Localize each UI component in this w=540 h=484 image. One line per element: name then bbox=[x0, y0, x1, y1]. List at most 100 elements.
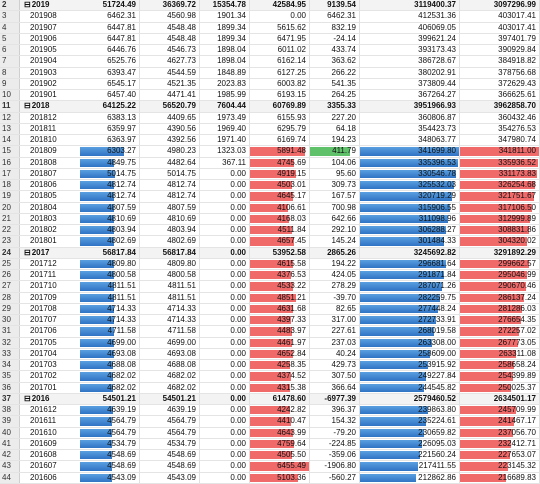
value-cell-col1[interactable]: 4810.69 bbox=[140, 213, 200, 224]
group-label[interactable]: ⊟2018 bbox=[22, 101, 80, 111]
value-cell-col0[interactable]: 6446.76 bbox=[80, 45, 140, 56]
value-cell-col3[interactable]: 60769.89 bbox=[250, 101, 310, 112]
value-cell-col2[interactable]: 15354.78 bbox=[200, 0, 250, 11]
value-cell-col0[interactable]: 6545.17 bbox=[80, 78, 140, 89]
value-cell-col2[interactable]: 0.00 bbox=[200, 202, 250, 213]
value-cell-col0[interactable]: 4682.02 bbox=[80, 371, 140, 382]
group-row[interactable]: 11 ⊟2018 64125.22 56520.79 7604.44 60769.89 33… bbox=[0, 101, 540, 113]
value-cell-col3[interactable]: 4258.35 bbox=[250, 360, 310, 371]
value-cell-col0[interactable]: 4534.79 bbox=[80, 438, 140, 449]
value-cell-col4[interactable]: 292.10 bbox=[310, 225, 360, 236]
value-cell-col1[interactable]: 4714.33 bbox=[140, 315, 200, 326]
table-row[interactable]: 3 201908 6462.31 4560.98 1901.34 0.00 6462.31 4… bbox=[0, 11, 540, 23]
group-label[interactable]: ⊟2019 bbox=[22, 0, 80, 10]
value-cell-col4[interactable]: 194.22 bbox=[310, 258, 360, 269]
table-row[interactable]: 6 201905 6446.76 4546.73 1898.04 6011.02 433.7… bbox=[0, 45, 540, 57]
value-cell-col6[interactable]: 384918.82 bbox=[460, 56, 540, 67]
collapse-toggle-icon[interactable]: ⊟ bbox=[24, 0, 31, 9]
value-cell-col6[interactable]: 326254.68 bbox=[460, 180, 540, 191]
table-row[interactable]: 7 201904 6525.76 4627.73 1898.04 6162.14 363.6… bbox=[0, 56, 540, 68]
value-cell-col4[interactable]: 278.29 bbox=[310, 281, 360, 292]
value-cell-col3[interactable]: 6162.14 bbox=[250, 56, 310, 67]
value-cell-col5[interactable]: 341699.80 bbox=[360, 146, 460, 157]
value-cell-col0[interactable]: 4714.33 bbox=[80, 315, 140, 326]
value-cell-col2[interactable]: 0.00 bbox=[200, 270, 250, 281]
value-cell-col0[interactable]: 4809.80 bbox=[80, 258, 140, 269]
value-cell-col6[interactable]: 281286.03 bbox=[460, 303, 540, 314]
group-row[interactable]: 2 ⊟2019 51724.49 36369.72 15354.78 42584.95 91… bbox=[0, 0, 540, 12]
value-cell-col2[interactable]: 0.00 bbox=[200, 461, 250, 472]
value-cell-col4[interactable]: 227.61 bbox=[310, 326, 360, 337]
value-cell-col4[interactable]: 642.66 bbox=[310, 213, 360, 224]
value-cell-col5[interactable]: 325532.03 bbox=[360, 180, 460, 191]
value-cell-col1[interactable]: 4548.69 bbox=[140, 450, 200, 461]
value-cell-col0[interactable]: 6359.97 bbox=[80, 123, 140, 134]
value-cell-col5[interactable]: 244545.82 bbox=[360, 382, 460, 393]
value-cell-col2[interactable]: 0.00 bbox=[200, 337, 250, 348]
value-cell-col0[interactable]: 4800.58 bbox=[80, 270, 140, 281]
value-cell-col0[interactable]: 54501.21 bbox=[80, 393, 140, 404]
value-cell-col0[interactable]: 51724.49 bbox=[80, 0, 140, 11]
value-cell-col4[interactable]: 317.00 bbox=[310, 315, 360, 326]
value-cell-col3[interactable]: 5891.48 bbox=[250, 146, 310, 157]
value-cell-col3[interactable]: 6471.95 bbox=[250, 33, 310, 44]
value-cell-col5[interactable]: 249227.84 bbox=[360, 371, 460, 382]
value-cell-col0[interactable]: 4811.51 bbox=[80, 292, 140, 303]
value-cell-col6[interactable]: 258658.24 bbox=[460, 360, 540, 371]
value-cell-col6[interactable]: 241467.17 bbox=[460, 416, 540, 427]
value-cell-col3[interactable]: 4533.22 bbox=[250, 281, 310, 292]
value-cell-col6[interactable]: 390929.84 bbox=[460, 45, 540, 56]
value-cell-col1[interactable]: 4800.58 bbox=[140, 270, 200, 281]
value-cell-col6[interactable]: 272257.02 bbox=[460, 326, 540, 337]
value-cell-col3[interactable]: 4745.69 bbox=[250, 157, 310, 168]
value-cell-col5[interactable]: 320719.29 bbox=[360, 191, 460, 202]
value-cell-col5[interactable]: 217411.55 bbox=[360, 461, 460, 472]
value-cell-col3[interactable]: 6455.49 bbox=[250, 461, 310, 472]
table-row[interactable]: 36 201701 4682.02 4682.02 0.00 4315.38 366.64 2… bbox=[0, 382, 540, 394]
table-row[interactable]: 26 201711 4800.58 4800.58 0.00 4376.53 424.05 2… bbox=[0, 270, 540, 282]
value-cell-col2[interactable]: 1899.34 bbox=[200, 33, 250, 44]
value-cell-col4[interactable]: 227.20 bbox=[310, 112, 360, 123]
value-cell-col5[interactable]: 287071.26 bbox=[360, 281, 460, 292]
table-row[interactable]: 20 201804 4807.59 4807.59 0.00 4106.61 700.98 3… bbox=[0, 202, 540, 214]
value-cell-col0[interactable]: 6462.31 bbox=[80, 11, 140, 22]
value-cell-col4[interactable]: -1906.80 bbox=[310, 461, 360, 472]
value-cell-col3[interactable]: 4461.97 bbox=[250, 337, 310, 348]
value-cell-col1[interactable]: 4548.69 bbox=[140, 461, 200, 472]
value-cell-col5[interactable]: 301484.33 bbox=[360, 236, 460, 247]
value-cell-col2[interactable]: 0.00 bbox=[200, 180, 250, 191]
value-cell-col4[interactable]: 2865.26 bbox=[310, 247, 360, 258]
value-cell-col6[interactable]: 232412.71 bbox=[460, 438, 540, 449]
value-cell-col3[interactable]: 5103.36 bbox=[250, 472, 310, 483]
value-cell-col4[interactable]: 237.03 bbox=[310, 337, 360, 348]
value-cell-col6[interactable]: 286137.24 bbox=[460, 292, 540, 303]
value-cell-col2[interactable]: 0.00 bbox=[200, 292, 250, 303]
value-cell-col5[interactable]: 291871.84 bbox=[360, 270, 460, 281]
value-cell-col5[interactable]: 406069.05 bbox=[360, 22, 460, 33]
value-cell-col1[interactable]: 4548.48 bbox=[140, 33, 200, 44]
value-cell-col5[interactable]: 296681.64 bbox=[360, 258, 460, 269]
value-cell-col6[interactable]: 216689.83 bbox=[460, 472, 540, 483]
value-cell-col4[interactable]: -359.06 bbox=[310, 450, 360, 461]
value-cell-col1[interactable]: 4811.51 bbox=[140, 292, 200, 303]
collapse-toggle-icon[interactable]: ⊟ bbox=[24, 101, 31, 111]
value-cell-col0[interactable]: 4548.69 bbox=[80, 450, 140, 461]
value-cell-col4[interactable]: -560.27 bbox=[310, 472, 360, 483]
table-row[interactable]: 12 201812 6383.13 4409.65 1973.49 6155.93 227.… bbox=[0, 112, 540, 124]
value-cell-col3[interactable]: 4397.33 bbox=[250, 315, 310, 326]
value-cell-col5[interactable]: 277448.24 bbox=[360, 303, 460, 314]
value-cell-col1[interactable]: 4812.74 bbox=[140, 180, 200, 191]
value-cell-col5[interactable]: 258609.00 bbox=[360, 348, 460, 359]
group-label[interactable]: ⊟2017 bbox=[22, 248, 80, 258]
value-cell-col1[interactable]: 4627.73 bbox=[140, 56, 200, 67]
table-row[interactable]: 25 201712 4809.80 4809.80 0.00 4615.58 194.22 2… bbox=[0, 258, 540, 270]
value-cell-col3[interactable]: 4919.15 bbox=[250, 168, 310, 179]
table-row[interactable]: 29 201708 4714.33 4714.33 0.00 4631.68 82.65 27… bbox=[0, 303, 540, 315]
value-cell-col2[interactable]: 0.00 bbox=[200, 405, 250, 416]
value-cell-col2[interactable]: 1901.34 bbox=[200, 11, 250, 22]
value-cell-col3[interactable]: 4505.50 bbox=[250, 450, 310, 461]
value-cell-col6[interactable]: 227653.07 bbox=[460, 450, 540, 461]
value-cell-col3[interactable]: 4376.53 bbox=[250, 270, 310, 281]
value-cell-col2[interactable]: 0.00 bbox=[200, 360, 250, 371]
value-cell-col0[interactable]: 4639.19 bbox=[80, 405, 140, 416]
